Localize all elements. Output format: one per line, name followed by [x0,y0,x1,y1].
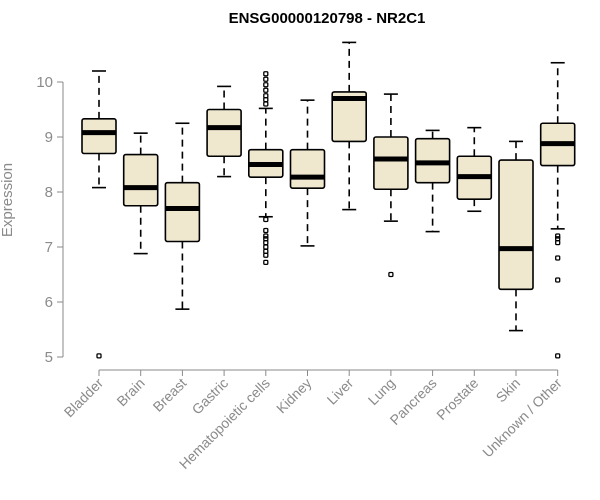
outlier-point [263,71,269,77]
x-tick-label: Lung [365,375,398,408]
box-prostate [456,126,493,213]
x-tick-label: Liver [324,375,357,408]
box-kidney [289,99,326,247]
outlier-point [263,82,269,88]
box-pancreas [414,129,451,233]
box-iqr [206,108,242,158]
y-tick-label: 10 [36,74,53,91]
outlier-point [263,252,269,258]
y-tick-label: 5 [45,349,53,366]
outlier-point [263,244,269,250]
y-axis: 5 6 7 8 9 10 [36,74,64,366]
outlier-point [388,271,394,278]
x-tick-label: Breast [150,375,190,415]
box-gastric [206,85,242,178]
y-tick-label: 7 [45,239,53,256]
x-tick-label: Brain [113,375,147,409]
y-tick-label: 8 [45,184,53,201]
chart-title: ENSG00000120798 - NR2C1 [229,10,426,27]
box-brain [122,132,159,255]
outlier-point [263,101,269,107]
x-tick-label: Kidney [273,375,315,417]
outlier-point [263,216,269,223]
outlier-point [263,87,269,93]
x-tick-label: Skin [493,375,524,406]
box-iqr [122,153,159,207]
outlier-point [555,233,561,239]
outlier-point [263,259,269,266]
box-lung [373,93,409,278]
box-series [81,41,576,359]
x-tick-label: Unknown / Other [479,375,565,461]
x-tick-label: Prostate [433,375,481,423]
y-tick-label: 9 [45,129,53,146]
box-hematopoietic-cells [248,71,284,266]
outlier-point [555,255,561,261]
x-tick-label: Bladder [61,375,107,421]
outlier-point [263,227,269,234]
outlier-point [555,353,561,359]
outlier-point [263,233,269,239]
y-axis-label: Expression [0,163,16,237]
outlier-point [555,239,561,246]
box-breast [164,122,201,310]
box-iqr [498,159,534,291]
outlier-point [96,353,102,359]
box-unknown-other [539,61,576,359]
box-iqr [164,181,201,243]
outlier-point [555,277,561,283]
outlier-point [263,76,269,82]
box-bladder [81,70,117,359]
y-tick-label: 6 [45,294,53,311]
box-iqr [331,91,368,143]
box-skin [498,140,534,332]
outlier-point [263,239,269,246]
box-liver [331,41,368,211]
box-iqr [289,148,326,189]
outlier-point [263,96,269,103]
box-iqr [81,118,117,155]
box-iqr [373,136,409,191]
